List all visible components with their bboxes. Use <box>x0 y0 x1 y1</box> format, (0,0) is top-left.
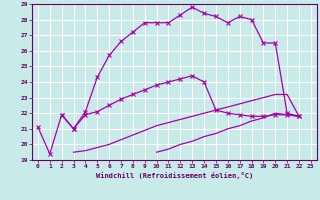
X-axis label: Windchill (Refroidissement éolien,°C): Windchill (Refroidissement éolien,°C) <box>96 172 253 179</box>
